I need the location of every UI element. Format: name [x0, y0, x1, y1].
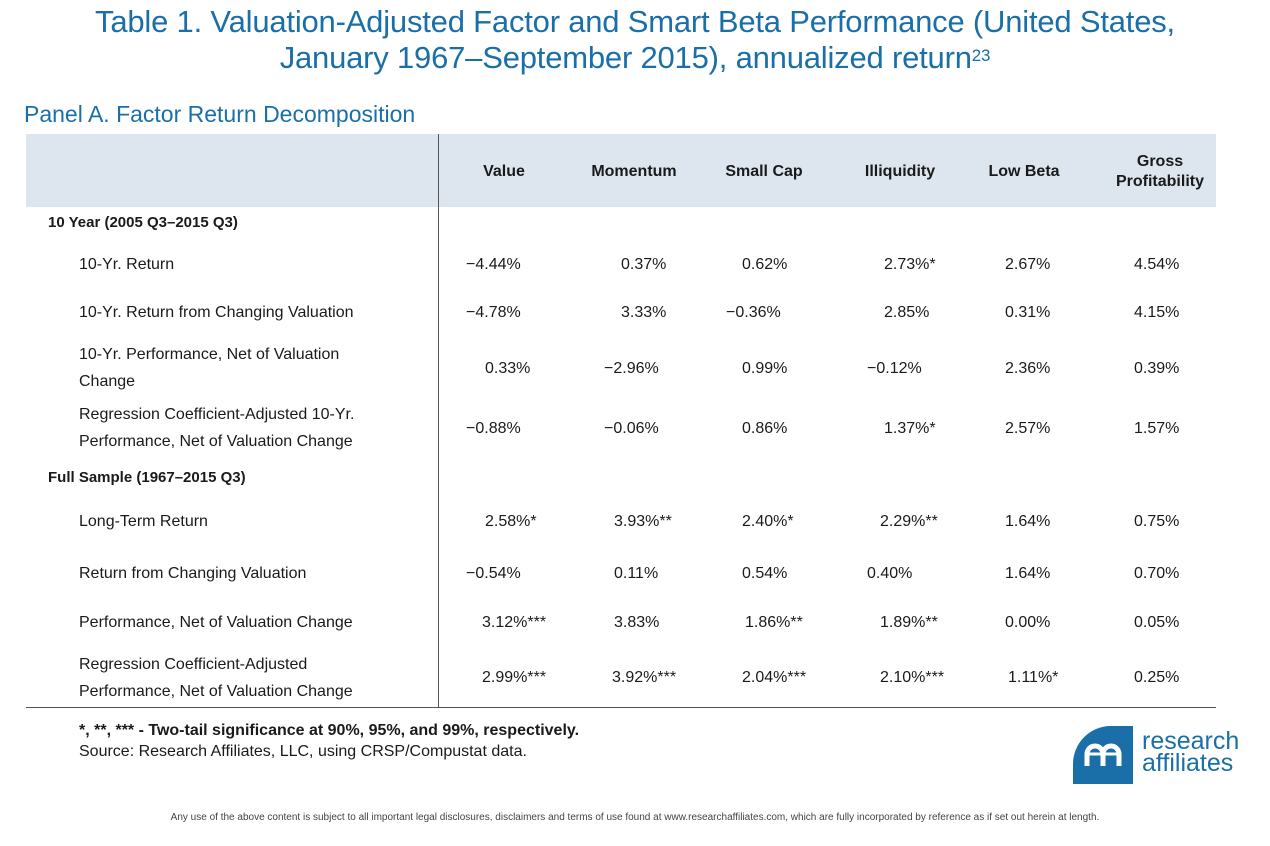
table-cell: 1.11%* [1008, 669, 1059, 686]
table-cell: 2.10%*** [880, 669, 945, 686]
row-label-line1: Regression Coefficient-Adjusted 10-Yr. [79, 406, 355, 423]
table-cell: 2.85% [884, 304, 930, 321]
row-label: 10-Yr. Return from Changing Valuation [79, 299, 419, 326]
table-bottom-rule [26, 707, 1216, 708]
table-cell: 3.83% [614, 614, 660, 631]
table-cell: 0.62% [742, 256, 788, 273]
row-label: Performance, Net of Valuation Change [79, 609, 419, 636]
column-divider [438, 134, 439, 708]
row-label-line1: Return from Changing Valuation [79, 565, 307, 582]
table-cell: −4.44% [466, 256, 521, 273]
row-label-line1: 10-Yr. Performance, Net of Valuation [79, 346, 340, 363]
table-title: Table 1. Valuation-Adjusted Factor and S… [0, 4, 1270, 76]
column-header-line1: Gross [1136, 153, 1184, 170]
column-header-gross-profitability: Gross Profitability [1100, 152, 1220, 192]
table-cell: −0.88% [466, 420, 521, 437]
table-cell: −0.12% [867, 360, 922, 377]
footnote-reference: 23 [971, 46, 991, 65]
table-cell: 0.70% [1134, 565, 1180, 582]
row-label-line2: Change [79, 373, 136, 390]
column-header-line1: Momentum [591, 163, 677, 180]
row-label-line1: Long-Term Return [79, 513, 208, 530]
column-header-illiquidity: Illiquidity [845, 162, 955, 182]
row-label: 10-Yr. Return [79, 251, 419, 278]
logo-wordmark-line1: research [1142, 727, 1240, 755]
column-header-line1: Small Cap [725, 163, 803, 180]
row-label: Long-Term Return [79, 508, 419, 535]
table-cell: 3.92%*** [612, 669, 677, 686]
column-header-line2: Profitability [1115, 173, 1204, 190]
table-cell: 0.31% [1005, 304, 1051, 321]
table-cell: 0.99% [742, 360, 788, 377]
table-cell: 2.40%* [742, 513, 794, 530]
column-header-value: Value [459, 162, 549, 182]
row-label-line1: Regression Coefficient-Adjusted [79, 656, 308, 673]
table-header-band [26, 134, 1216, 207]
source-note: Source: Research Affiliates, LLC, using … [79, 743, 527, 760]
logo-wordmark: research affiliates [1142, 727, 1240, 777]
row-label: Return from Changing Valuation [79, 560, 419, 587]
table-cell: 3.12%*** [482, 614, 547, 631]
table-cell: 3.93%** [614, 513, 672, 530]
table-cell: −0.36% [726, 304, 781, 321]
table-cell: 1.89%** [880, 614, 938, 631]
significance-note: *, **, *** - Two-tail significance at 90… [79, 722, 580, 739]
row-label-line2: Performance, Net of Valuation Change [79, 433, 353, 450]
table-cell: 1.64% [1005, 513, 1051, 530]
research-affiliates-logo-icon [1073, 726, 1133, 784]
table-cell: −0.06% [604, 420, 659, 437]
table-title-line1: Table 1. Valuation-Adjusted Factor and S… [95, 4, 1175, 39]
table-cell: 0.37% [621, 256, 667, 273]
table-cell: 0.40% [867, 565, 913, 582]
table-cell: 2.67% [1005, 256, 1051, 273]
table-cell: 2.73%* [884, 256, 936, 273]
column-header-momentum: Momentum [578, 162, 690, 182]
table-cell: 2.29%** [880, 513, 938, 530]
table-cell: −0.54% [466, 565, 521, 582]
table-cell: 0.00% [1005, 614, 1051, 631]
table-cell: 2.04%*** [742, 669, 807, 686]
table-cell: 0.25% [1134, 669, 1180, 686]
table-cell: 2.57% [1005, 420, 1051, 437]
table-title-line2: January 1967–September 2015), annualized… [0, 40, 1270, 76]
row-label: Regression Coefficient-Adjusted 10-Yr. P… [79, 401, 419, 455]
table-cell: 3.33% [621, 304, 667, 321]
row-label-line1: 10-Yr. Return [79, 256, 175, 273]
table-cell: 0.05% [1134, 614, 1180, 631]
column-header-small-cap: Small Cap [708, 162, 820, 182]
column-header-line1: Illiquidity [864, 163, 936, 180]
row-label-line1: Performance, Net of Valuation Change [79, 614, 353, 631]
table-cell: −2.96% [604, 360, 659, 377]
table-cell: 0.39% [1134, 360, 1180, 377]
table-cell: 0.54% [742, 565, 788, 582]
table-cell: 0.11% [614, 565, 659, 582]
table-notes: *, **, *** - Two-tail significance at 90… [79, 720, 579, 762]
table-cell: 4.54% [1134, 256, 1180, 273]
legal-disclaimer: Any use of the above content is subject … [170, 812, 1100, 823]
table-cell: 0.33% [485, 360, 531, 377]
row-label-line1: 10-Yr. Return from Changing Valuation [79, 304, 354, 321]
table-cell: 4.15% [1134, 304, 1180, 321]
row-label-line2: Performance, Net of Valuation Change [79, 683, 353, 700]
section-label-10-year: 10 Year (2005 Q3–2015 Q3) [48, 214, 238, 231]
column-header-low-beta: Low Beta [974, 162, 1074, 182]
table-cell: 2.58%* [485, 513, 537, 530]
table-cell: 2.99%*** [482, 669, 547, 686]
panel-title: Panel A. Factor Return Decomposition [24, 101, 416, 127]
logo-wordmark-line2: affiliates [1142, 749, 1234, 777]
table-cell: 0.75% [1134, 513, 1180, 530]
table-cell: 0.86% [742, 420, 788, 437]
section-label-full-sample: Full Sample (1967–2015 Q3) [48, 469, 246, 486]
column-header-line1: Value [483, 163, 525, 180]
table-cell: 2.36% [1005, 360, 1051, 377]
row-label: 10-Yr. Performance, Net of Valuation Cha… [79, 341, 419, 395]
column-header-line1: Low Beta [988, 163, 1060, 180]
table-cell: −4.78% [466, 304, 521, 321]
table-cell: 1.37%* [884, 420, 936, 437]
table-cell: 1.57% [1134, 420, 1180, 437]
table-cell: 1.64% [1005, 565, 1051, 582]
table-cell: 1.86%** [745, 614, 803, 631]
table-title-line2-text: January 1967–September 2015), annualized… [279, 40, 972, 75]
row-label: Regression Coefficient-Adjusted Performa… [79, 651, 419, 705]
